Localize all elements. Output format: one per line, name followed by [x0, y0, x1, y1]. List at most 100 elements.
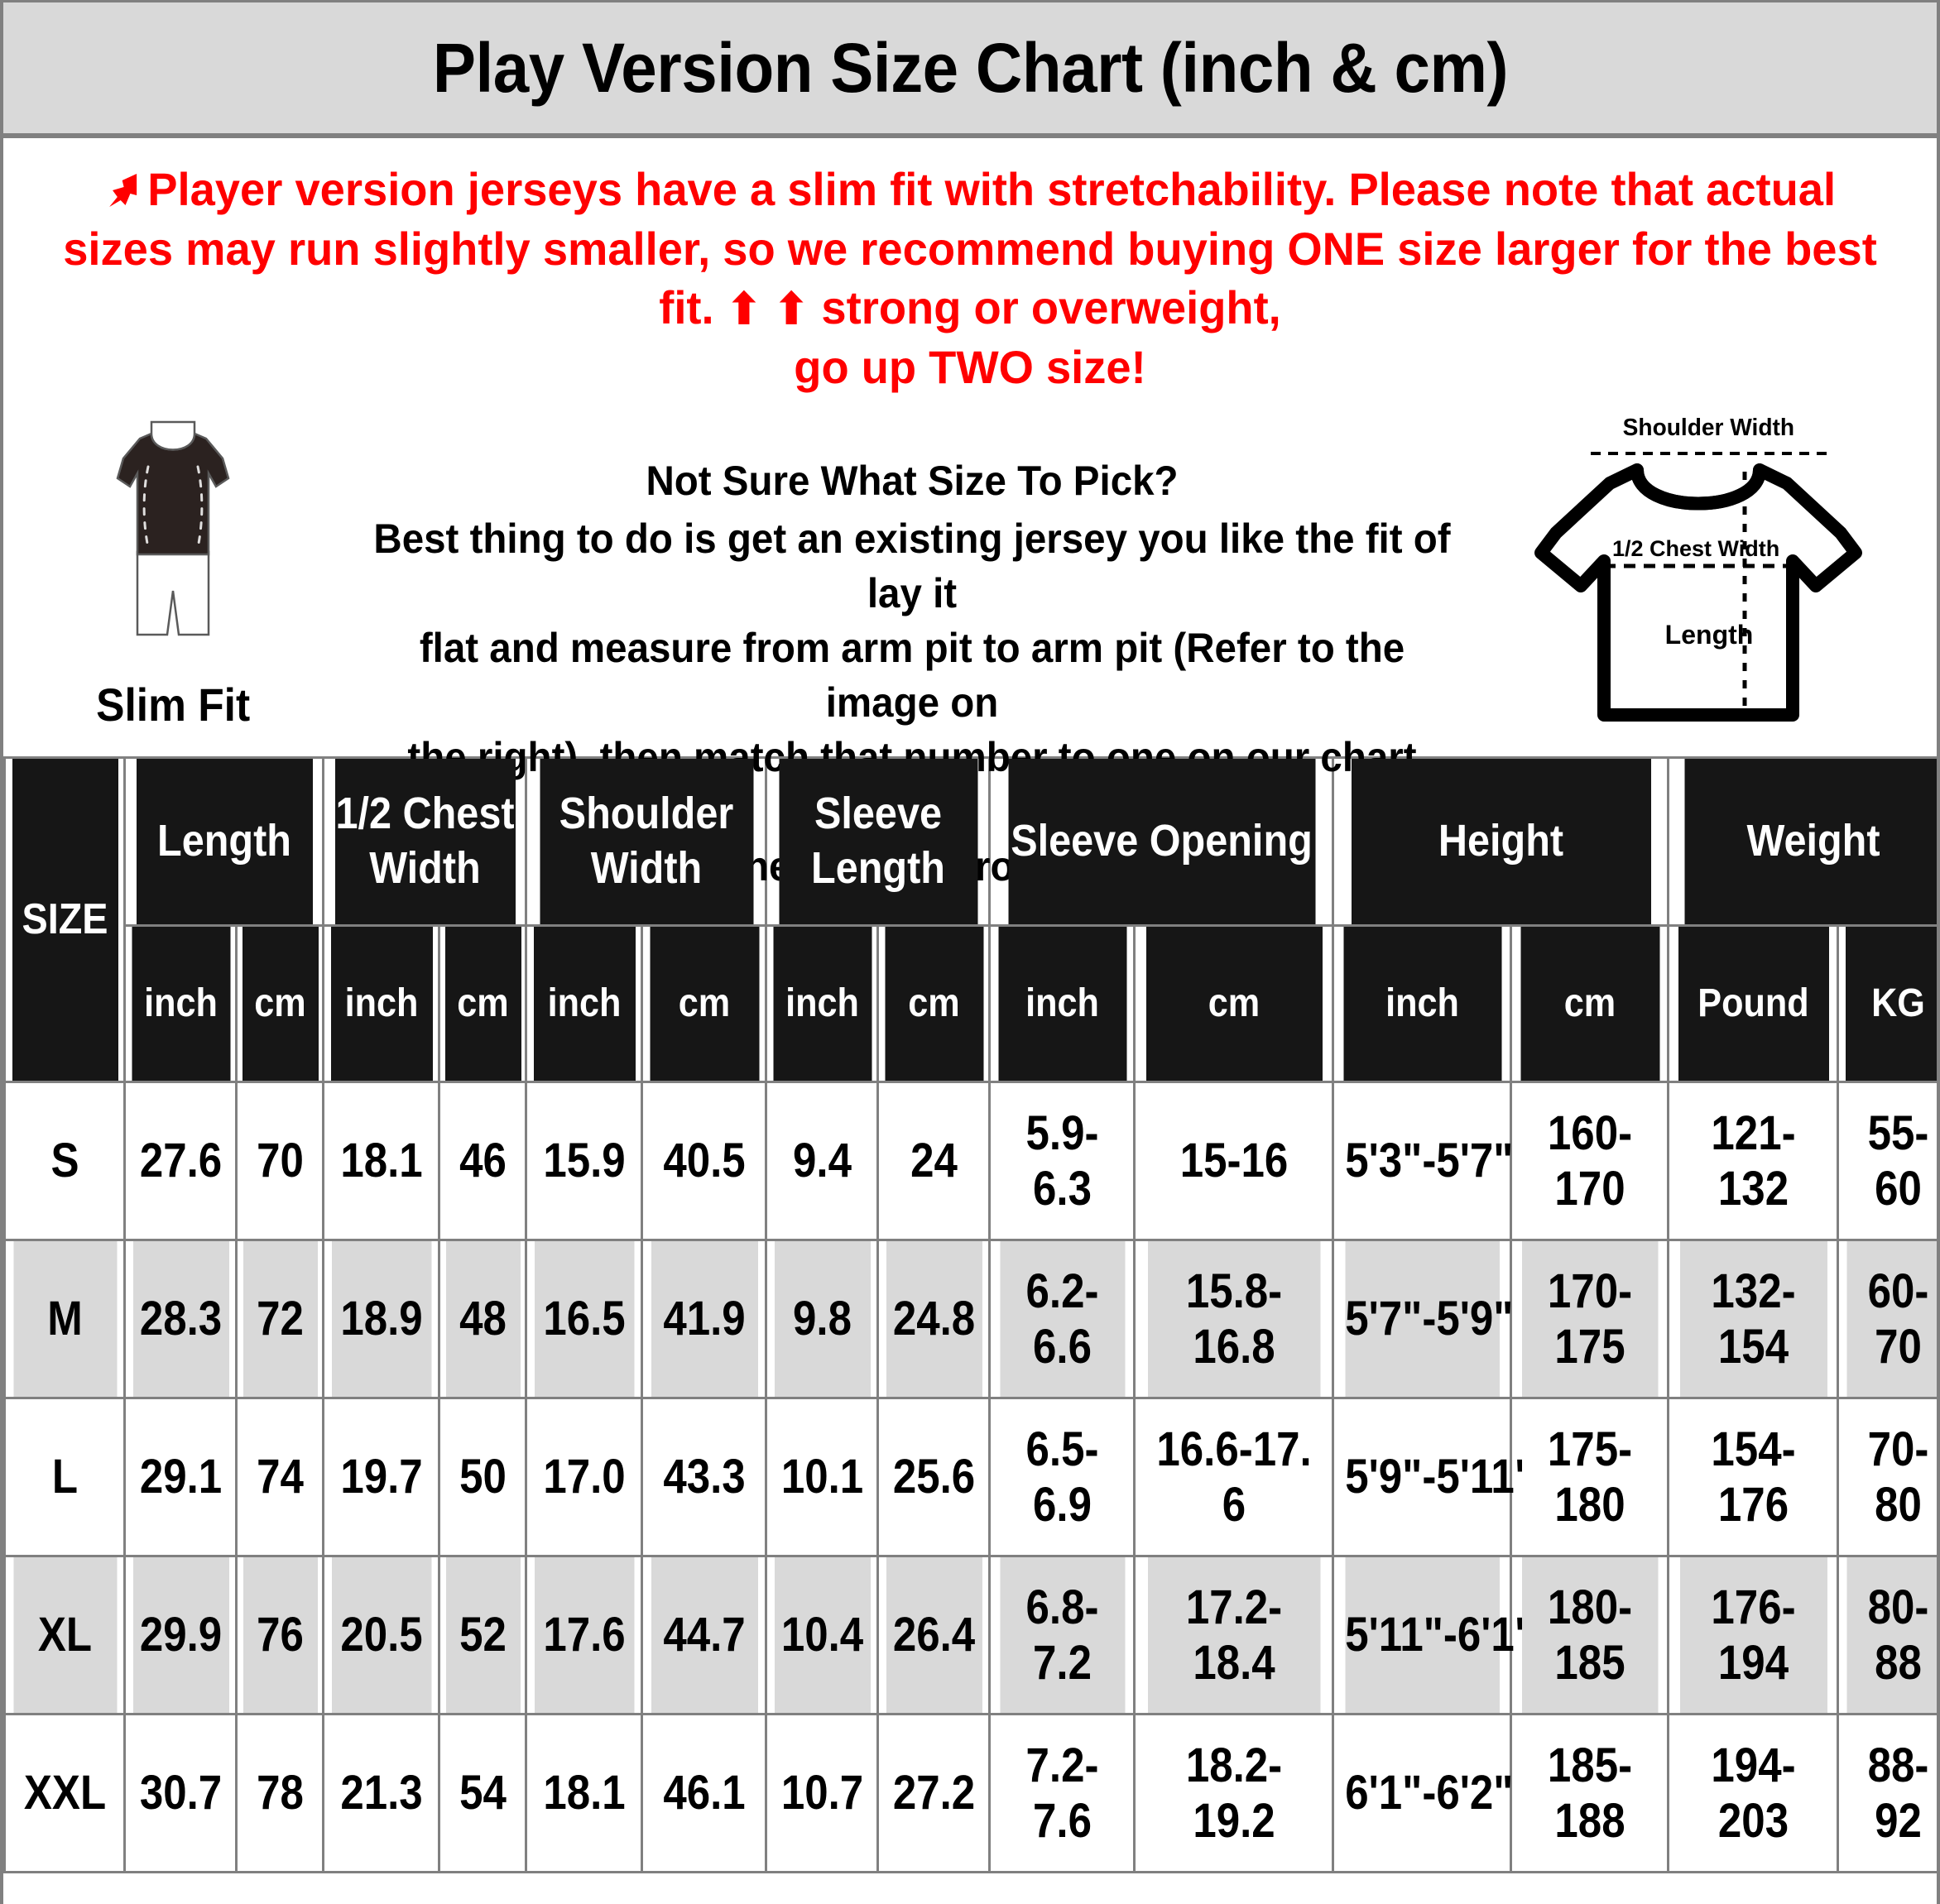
- cell-value: 7.2-7.6: [996, 1712, 1127, 1873]
- cell-value: 80-88: [1843, 1554, 1937, 1715]
- cell-value: 30.7: [130, 1712, 231, 1873]
- cell-value: 9.4: [771, 1080, 872, 1241]
- arrow-up-icon-2: ⬆: [774, 285, 809, 334]
- cell-value: 194-203: [1677, 1712, 1829, 1873]
- cell-size: S: [10, 1080, 119, 1241]
- svg-text:Shoulder Width: Shoulder Width: [1623, 414, 1794, 440]
- notice-line-2a: slightly smaller, so we recommend buying…: [372, 222, 1877, 334]
- title-bar: Play Version Size Chart (inch & cm): [3, 2, 1937, 138]
- cell-value: 6.8-7.2: [996, 1554, 1127, 1715]
- cell-size: XL: [10, 1554, 119, 1715]
- cell-value: 24.8: [883, 1238, 984, 1399]
- cell-value: 28.3: [130, 1238, 231, 1399]
- slim-fit-panel: Slim Fit: [36, 410, 310, 731]
- cell-value: 29.1: [130, 1396, 231, 1557]
- header-group-length: Length: [133, 755, 315, 927]
- cell-value: 5'3"-5'7": [1342, 1080, 1513, 1241]
- cell-value: 74: [240, 1396, 319, 1557]
- cell-value: 5'7"-5'9": [1342, 1238, 1513, 1399]
- header-group-shoulder-width: Shoulder Width: [536, 755, 756, 927]
- cell-value: 88-92: [1843, 1712, 1937, 1873]
- header-unit-height-inch: inch: [1340, 923, 1504, 1083]
- info-band: Slim Fit Not Sure What Size To Pick? Bes…: [3, 402, 1937, 890]
- header-size: SIZE: [9, 755, 120, 1083]
- table-head: SIZE Length 1/2 Chest Width Shoulder Wid…: [5, 755, 1937, 1083]
- cell-value: 10.7: [771, 1712, 872, 1873]
- cell-value: 17.2-18.4: [1145, 1554, 1323, 1715]
- cell-size: M: [10, 1238, 119, 1399]
- header-unit-height-cm: cm: [1517, 923, 1662, 1083]
- cell-value: 76: [240, 1554, 319, 1715]
- header-unit-chest-cm: cm: [442, 923, 523, 1083]
- cell-value: 24: [883, 1080, 984, 1241]
- header-unit-weight-kg: KG: [1842, 923, 1937, 1083]
- table-unit-header-row: inch cm inch cm inch cm inch cm inch cm …: [5, 923, 1937, 1083]
- cell-value: 70-80: [1843, 1396, 1937, 1557]
- header-unit-length-cm: cm: [239, 923, 320, 1083]
- guide-line-2: flat and measure from arm pit to arm pit…: [419, 624, 1405, 726]
- cell-value: 20.5: [329, 1554, 434, 1715]
- guide-heading: Not Sure What Size To Pick?: [646, 457, 1179, 504]
- cell-value: 9.8: [771, 1238, 872, 1399]
- cell-value: 185-188: [1519, 1712, 1660, 1873]
- cell-value: 18.9: [329, 1238, 434, 1399]
- cell-value: 70: [240, 1080, 319, 1241]
- cell-value: 29.9: [130, 1554, 231, 1715]
- size-table: SIZE Length 1/2 Chest Width Shoulder Wid…: [3, 755, 1937, 1873]
- header-group-height: Height: [1348, 755, 1653, 927]
- header-group-sleeve-length: Sleeve Length: [776, 755, 980, 927]
- table-row: S 27.6 70 18.1 46 15.9 40.5 9.4 24 5.9-6.3 15-16 5'…: [5, 1080, 1937, 1241]
- cell-value: 18.1: [531, 1712, 636, 1873]
- cell-value: 160-170: [1519, 1080, 1660, 1241]
- cell-value: 55-60: [1843, 1080, 1937, 1241]
- cell-value: 78: [240, 1712, 319, 1873]
- table-row: XXL 30.7 78 21.3 54 18.1 46.1 10.7 27.2 7.2-7.6 18…: [5, 1712, 1937, 1873]
- cell-value: 15-16: [1145, 1080, 1323, 1241]
- notice-line-1: Player version jerseys have a slim fit w…: [63, 163, 1837, 275]
- header-group-chest-width: 1/2 Chest Width: [332, 755, 517, 927]
- slim-fit-jersey-icon: [90, 415, 256, 659]
- header-unit-chest-inch: inch: [328, 923, 435, 1083]
- arrow-up-icon: ⬆: [726, 285, 761, 334]
- cell-value: 27.2: [883, 1712, 984, 1873]
- header-group-weight: Weight: [1681, 755, 1937, 927]
- header-group-sleeve-opening: Sleeve Opening: [1005, 755, 1318, 927]
- cell-value: 46.1: [648, 1712, 760, 1873]
- cell-value: 16.5: [531, 1238, 636, 1399]
- cell-value: 21.3: [329, 1712, 434, 1873]
- size-notice: Player version jerseys have a slim fit w…: [32, 138, 1908, 402]
- page-title: Play Version Size Chart (inch & cm): [432, 28, 1508, 107]
- cell-value: 41.9: [648, 1238, 760, 1399]
- cell-value: 5'9"-5'11": [1342, 1396, 1534, 1557]
- table-row: L 29.1 74 19.7 50 17.0 43.3 10.1 25.6 6.5-6.9 16.6…: [5, 1396, 1937, 1557]
- cell-value: 10.4: [771, 1554, 872, 1715]
- cell-value: 6.5-6.9: [996, 1396, 1127, 1557]
- cell-value: 176-194: [1677, 1554, 1829, 1715]
- cell-value: 54: [443, 1712, 522, 1873]
- header-unit-sleeve-opening-inch: inch: [995, 923, 1129, 1083]
- cell-value: 16.6-17. 6: [1145, 1396, 1323, 1557]
- notice-line-2b: strong or overweight,: [821, 281, 1281, 334]
- cell-value: 18.1: [329, 1080, 434, 1241]
- svg-text:1/2 Chest Width: 1/2 Chest Width: [1612, 536, 1779, 561]
- cell-value: 5.9-6.3: [996, 1080, 1127, 1241]
- cell-size: L: [10, 1396, 119, 1557]
- svg-text:Length: Length: [1665, 620, 1754, 650]
- header-unit-sleeve-length-cm: cm: [881, 923, 986, 1083]
- cell-value: 19.7: [329, 1396, 434, 1557]
- cell-value: 60-70: [1843, 1238, 1937, 1399]
- cell-value: 46: [443, 1080, 522, 1241]
- cell-value: 52: [443, 1554, 522, 1715]
- header-unit-sleeve-opening-cm: cm: [1143, 923, 1324, 1083]
- header-unit-length-inch: inch: [128, 923, 233, 1083]
- cell-value: 15.8-16.8: [1145, 1238, 1323, 1399]
- table-row: M 28.3 72 18.9 48 16.5 41.9 9.8 24.8 6.2-6.6 15.8-…: [5, 1238, 1937, 1399]
- cell-value: 170-175: [1519, 1238, 1660, 1399]
- header-unit-shoulder-cm: cm: [646, 923, 761, 1083]
- pushpin-icon: [104, 166, 146, 209]
- cell-value: 10.1: [771, 1396, 872, 1557]
- cell-value: 6'1"-6'2": [1342, 1712, 1513, 1873]
- cell-value: 25.6: [883, 1396, 984, 1557]
- cell-value: 44.7: [648, 1554, 760, 1715]
- cell-value: 15.9: [531, 1080, 636, 1241]
